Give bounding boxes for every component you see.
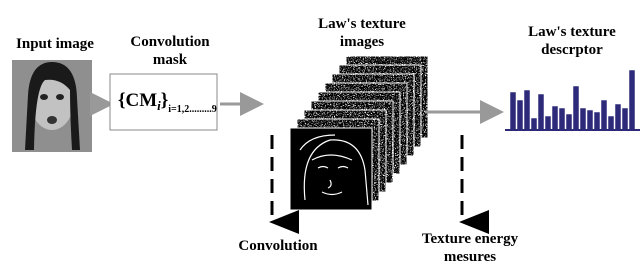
label: mask <box>153 52 188 68</box>
hist-bar <box>545 116 551 130</box>
hist-bar <box>510 92 516 130</box>
texture-images <box>290 56 428 210</box>
hist-bar <box>524 90 530 130</box>
label: Input image <box>16 36 94 52</box>
formula-open: {CM <box>118 90 157 111</box>
label: Convolution <box>130 34 210 50</box>
label: mesures <box>444 249 496 265</box>
hist-bar <box>517 100 523 130</box>
formula-close: } <box>161 90 169 111</box>
hist-bar <box>601 100 607 130</box>
label: Law's texture <box>528 24 616 40</box>
hist-bar <box>608 116 614 130</box>
label: Texture energy <box>422 231 519 247</box>
label: images <box>340 34 384 50</box>
hist-bar <box>552 106 558 130</box>
hist-bar <box>531 118 537 130</box>
diagram: Input image Convolution mask {CMi}i=1,2.… <box>0 0 642 265</box>
input-image <box>12 60 92 152</box>
hist-bar <box>629 70 635 130</box>
formula-subscript: i=1,2.........9 <box>168 104 216 115</box>
label: Convolution <box>238 238 318 254</box>
label: descrptor <box>541 42 603 58</box>
hist-bar <box>580 108 586 130</box>
hist-bar <box>566 114 572 130</box>
hist-bar <box>538 94 544 130</box>
hist-bar <box>559 108 565 130</box>
descriptor-histogram <box>505 70 640 130</box>
hist-bar <box>622 108 628 130</box>
hist-bar <box>573 86 579 130</box>
hist-bar <box>587 110 593 130</box>
label: Law's texture <box>318 16 406 32</box>
hist-bar <box>594 112 600 130</box>
hist-bar <box>615 104 621 130</box>
